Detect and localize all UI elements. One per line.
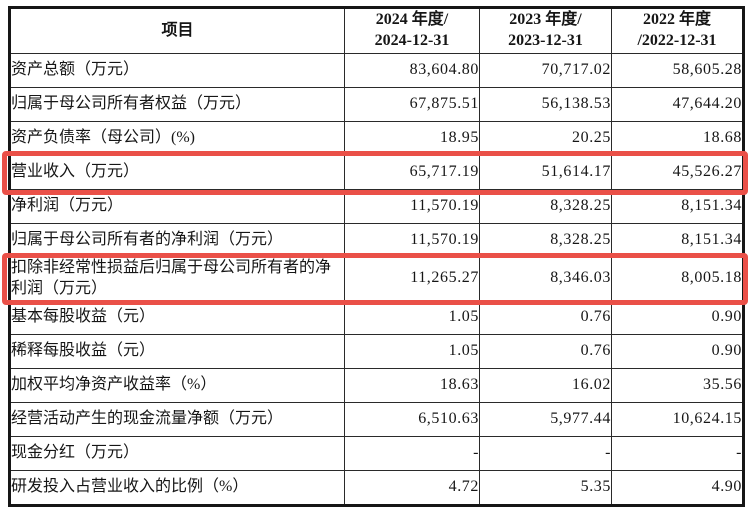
header-column-2023: 2023 年度/ 2023-12-31: [479, 7, 612, 54]
value-2022: 8,151.34: [611, 223, 744, 258]
value-2022: 35.56: [611, 367, 744, 403]
value-2024: 6,510.63: [344, 401, 480, 437]
value-2024: 18.63: [344, 367, 480, 403]
item-label: 扣除非经常性损益后归属于母公司所有者的净利润（万元）: [9, 257, 345, 301]
table-row: 净利润（万元） 11,570.19 8,328.25 8,151.34: [9, 189, 744, 224]
value-2022: 47,644.20: [611, 87, 744, 122]
table-row: 资产总额（万元） 83,604.80 70,717.02 58,605.28: [9, 53, 744, 88]
table-row: 资产负债率（母公司）(%) 18.95 20.25 18.68: [9, 121, 744, 156]
value-2023: 8,328.25: [479, 223, 612, 258]
value-2024: 67,875.51: [344, 87, 480, 122]
item-label: 稀释每股收益（元）: [9, 333, 345, 369]
item-label: 加权平均净资产收益率（%）: [9, 367, 345, 403]
value-2022: 10,624.15: [611, 401, 744, 437]
value-2023: 16.02: [479, 367, 612, 403]
table-row: 营业收入（万元） 65,717.19 51,614.17 45,526.27: [9, 155, 744, 190]
value-2022: 0.90: [611, 299, 744, 335]
value-2024: 1.05: [344, 333, 480, 369]
item-label: 研发投入占营业收入的比例（%）: [9, 469, 345, 506]
value-2024: 83,604.80: [344, 53, 480, 88]
table-row: 现金分红（万元） - - -: [9, 435, 744, 471]
header-item-label: 项目: [161, 21, 194, 39]
table-row: 加权平均净资产收益率（%） 18.63 16.02 35.56: [9, 367, 744, 403]
value-2022: 18.68: [611, 121, 744, 156]
item-label: 归属于母公司所有者权益（万元）: [9, 87, 345, 122]
header-row: 项目 2024 年度/ 2024-12-31 2023 年度/ 2023-12-…: [9, 7, 744, 54]
value-2023: 8,328.25: [479, 189, 612, 224]
value-2023: 5.35: [479, 469, 612, 506]
item-label: 净利润（万元）: [9, 189, 345, 224]
item-label: 现金分红（万元）: [9, 435, 345, 471]
item-label: 归属于母公司所有者的净利润（万元）: [9, 223, 345, 258]
item-label: 经营活动产生的现金流量净额（万元）: [9, 401, 345, 437]
header-column-2024: 2024 年度/ 2024-12-31: [344, 7, 480, 54]
table-row: 研发投入占营业收入的比例（%） 4.72 5.35 4.90: [9, 469, 744, 506]
value-2024: -: [344, 435, 480, 471]
value-2024: 1.05: [344, 299, 480, 335]
table-row: 扣除非经常性损益后归属于母公司所有者的净利润（万元） 11,265.27 8,3…: [9, 257, 744, 301]
header-2022-line1: 2022 年度: [642, 11, 711, 29]
table-row: 基本每股收益（元） 1.05 0.76 0.90: [9, 299, 744, 335]
table-row: 稀释每股收益（元） 1.05 0.76 0.90: [9, 333, 744, 369]
value-2023: 0.76: [479, 299, 612, 335]
item-label: 资产负债率（母公司）(%): [9, 121, 345, 156]
value-2022: -: [611, 435, 744, 471]
value-2024: 18.95: [344, 121, 480, 156]
value-2022: 58,605.28: [611, 53, 744, 88]
table-body: 资产总额（万元） 83,604.80 70,717.02 58,605.28 归…: [9, 53, 744, 506]
header-2024-line1: 2024 年度/: [375, 11, 449, 29]
value-2023: -: [479, 435, 612, 471]
header-column-2022: 2022 年度 /2022-12-31: [611, 7, 744, 54]
value-2024: 11,265.27: [344, 257, 480, 301]
value-2023: 20.25: [479, 121, 612, 156]
header-2022-line2: /2022-12-31: [637, 32, 717, 49]
financial-summary-table: 项目 2024 年度/ 2024-12-31 2023 年度/ 2023-12-…: [8, 6, 745, 507]
value-2022: 0.90: [611, 333, 744, 369]
value-2023: 56,138.53: [479, 87, 612, 122]
value-2024: 11,570.19: [344, 189, 480, 224]
item-label: 基本每股收益（元）: [9, 299, 345, 335]
value-2023: 5,977.44: [479, 401, 612, 437]
header-item-column: 项目: [9, 7, 345, 54]
table-row: 经营活动产生的现金流量净额（万元） 6,510.63 5,977.44 10,6…: [9, 401, 744, 437]
header-2024-line2: 2024-12-31: [374, 32, 450, 49]
value-2022: 8,151.34: [611, 189, 744, 224]
header-2023-line1: 2023 年度/: [509, 11, 582, 29]
value-2022: 45,526.27: [611, 155, 744, 190]
value-2024: 65,717.19: [344, 155, 480, 190]
value-2024: 11,570.19: [344, 223, 480, 258]
value-2022: 4.90: [611, 469, 744, 506]
item-label: 资产总额（万元）: [9, 53, 345, 88]
header-2023-line2: 2023-12-31: [508, 32, 583, 49]
table-row: 归属于母公司所有者权益（万元） 67,875.51 56,138.53 47,6…: [9, 87, 744, 122]
table-header: 项目 2024 年度/ 2024-12-31 2023 年度/ 2023-12-…: [9, 7, 744, 54]
value-2023: 51,614.17: [479, 155, 612, 190]
value-2022: 8,005.18: [611, 257, 744, 301]
item-label: 营业收入（万元）: [9, 155, 345, 190]
value-2023: 70,717.02: [479, 53, 612, 88]
value-2024: 4.72: [344, 469, 480, 506]
value-2023: 0.76: [479, 333, 612, 369]
table-row: 归属于母公司所有者的净利润（万元） 11,570.19 8,328.25 8,1…: [9, 223, 744, 258]
value-2023: 8,346.03: [479, 257, 612, 301]
